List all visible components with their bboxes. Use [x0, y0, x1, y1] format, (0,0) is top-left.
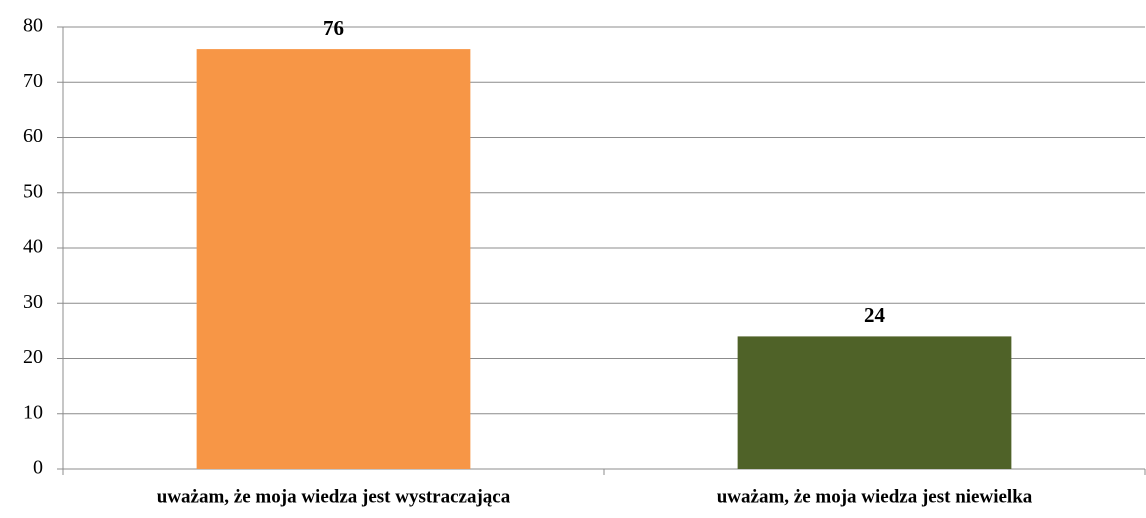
y-tick-label: 0: [33, 457, 43, 479]
x-tick-label: uważam, że moja wiedza jest niewielka: [717, 486, 1033, 507]
y-tick-label: 80: [23, 15, 43, 37]
y-tick-label: 40: [23, 236, 43, 258]
y-tick-label: 10: [23, 401, 43, 423]
y-tick-label: 70: [23, 70, 43, 92]
x-tick-label: uważam, że moja wiedza jest wystraczając…: [157, 486, 511, 507]
y-tick-label: 50: [23, 180, 43, 202]
data-label: 24: [864, 303, 886, 327]
y-tick-label: 20: [23, 346, 43, 368]
bar: [196, 49, 471, 469]
data-label: 76: [323, 16, 344, 40]
y-tick-label: 60: [23, 125, 43, 147]
bar: [737, 336, 1012, 469]
y-tick-label: 30: [23, 291, 43, 313]
